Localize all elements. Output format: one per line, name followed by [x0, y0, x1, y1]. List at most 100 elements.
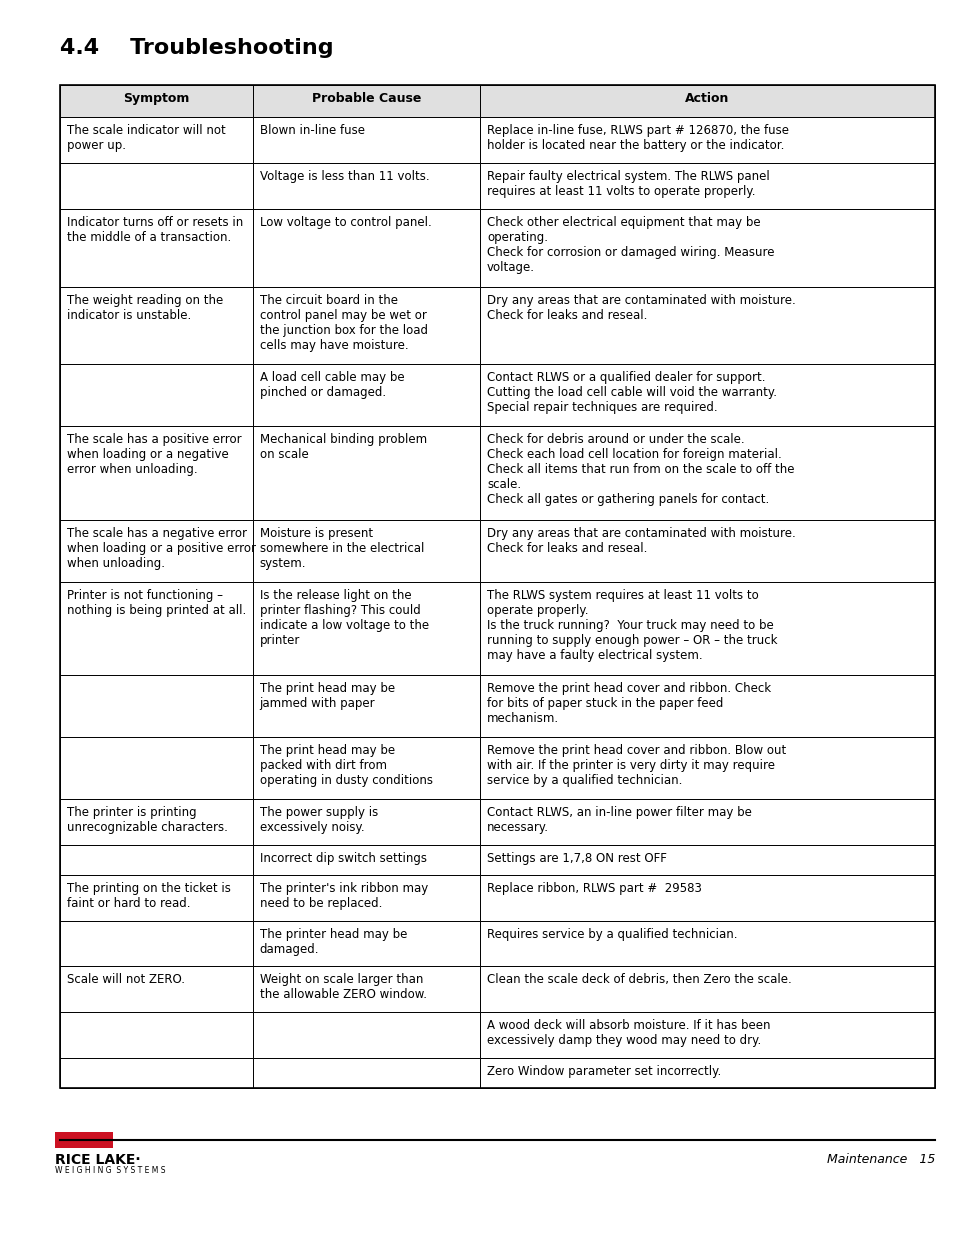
FancyBboxPatch shape	[60, 676, 253, 737]
FancyBboxPatch shape	[479, 287, 934, 364]
FancyBboxPatch shape	[479, 582, 934, 676]
FancyBboxPatch shape	[60, 520, 253, 582]
FancyBboxPatch shape	[60, 1058, 253, 1088]
Text: Mechanical binding problem
on scale: Mechanical binding problem on scale	[259, 433, 426, 461]
FancyBboxPatch shape	[253, 520, 479, 582]
Text: The scale has a positive error
when loading or a negative
error when unloading.: The scale has a positive error when load…	[67, 433, 241, 475]
FancyBboxPatch shape	[479, 737, 934, 799]
FancyBboxPatch shape	[479, 874, 934, 920]
Text: Requires service by a qualified technician.: Requires service by a qualified technici…	[486, 927, 737, 941]
Text: A wood deck will absorb moisture. If it has been
excessively damp they wood may : A wood deck will absorb moisture. If it …	[486, 1019, 770, 1047]
FancyBboxPatch shape	[60, 85, 253, 117]
FancyBboxPatch shape	[253, 874, 479, 920]
FancyBboxPatch shape	[479, 85, 934, 117]
FancyBboxPatch shape	[253, 209, 479, 287]
Text: The print head may be
jammed with paper: The print head may be jammed with paper	[259, 682, 395, 710]
FancyBboxPatch shape	[60, 967, 253, 1013]
Text: Maintenance   15: Maintenance 15	[825, 1153, 934, 1166]
Text: Weight on scale larger than
the allowable ZERO window.: Weight on scale larger than the allowabl…	[259, 973, 426, 1002]
FancyBboxPatch shape	[479, 920, 934, 967]
Text: Clean the scale deck of debris, then Zero the scale.: Clean the scale deck of debris, then Zer…	[486, 973, 791, 987]
FancyBboxPatch shape	[479, 1013, 934, 1058]
FancyBboxPatch shape	[253, 845, 479, 874]
FancyBboxPatch shape	[253, 117, 479, 163]
FancyBboxPatch shape	[60, 799, 253, 845]
FancyBboxPatch shape	[60, 920, 253, 967]
FancyBboxPatch shape	[253, 799, 479, 845]
FancyBboxPatch shape	[253, 287, 479, 364]
Text: W E I G H I N G  S Y S T E M S: W E I G H I N G S Y S T E M S	[55, 1166, 165, 1174]
FancyBboxPatch shape	[479, 520, 934, 582]
FancyBboxPatch shape	[60, 117, 253, 163]
Text: Symptom: Symptom	[123, 91, 190, 105]
FancyBboxPatch shape	[253, 85, 479, 117]
Text: Check other electrical equipment that may be
operating.
Check for corrosion or d: Check other electrical equipment that ma…	[486, 216, 774, 274]
Text: The scale indicator will not
power up.: The scale indicator will not power up.	[67, 124, 226, 152]
FancyBboxPatch shape	[479, 426, 934, 520]
FancyBboxPatch shape	[60, 287, 253, 364]
FancyBboxPatch shape	[253, 967, 479, 1013]
FancyBboxPatch shape	[60, 426, 253, 520]
Text: Printer is not functioning –
nothing is being printed at all.: Printer is not functioning – nothing is …	[67, 589, 246, 616]
FancyBboxPatch shape	[253, 737, 479, 799]
Text: Replace ribbon, RLWS part #  29583: Replace ribbon, RLWS part # 29583	[486, 882, 701, 894]
Text: Contact RLWS or a qualified dealer for support.
Cutting the load cell cable will: Contact RLWS or a qualified dealer for s…	[486, 372, 776, 414]
Text: Blown in-line fuse: Blown in-line fuse	[259, 124, 364, 137]
FancyBboxPatch shape	[60, 163, 253, 209]
FancyBboxPatch shape	[60, 364, 253, 426]
FancyBboxPatch shape	[253, 364, 479, 426]
Text: The RLWS system requires at least 11 volts to
operate properly.
Is the truck run: The RLWS system requires at least 11 vol…	[486, 589, 777, 662]
FancyBboxPatch shape	[253, 426, 479, 520]
Text: Action: Action	[684, 91, 729, 105]
FancyBboxPatch shape	[253, 163, 479, 209]
Text: RICE LAKE·: RICE LAKE·	[55, 1153, 140, 1167]
Text: The print head may be
packed with dirt from
operating in dusty conditions: The print head may be packed with dirt f…	[259, 743, 432, 787]
FancyBboxPatch shape	[479, 967, 934, 1013]
FancyBboxPatch shape	[479, 845, 934, 874]
Text: The circuit board in the
control panel may be wet or
the junction box for the lo: The circuit board in the control panel m…	[259, 294, 427, 352]
Text: Replace in-line fuse, RLWS part # 126870, the fuse
holder is located near the ba: Replace in-line fuse, RLWS part # 126870…	[486, 124, 788, 152]
Text: Low voltage to control panel.: Low voltage to control panel.	[259, 216, 431, 228]
FancyBboxPatch shape	[60, 737, 253, 799]
Text: Repair faulty electrical system. The RLWS panel
requires at least 11 volts to op: Repair faulty electrical system. The RLW…	[486, 170, 769, 198]
Text: The printer head may be
damaged.: The printer head may be damaged.	[259, 927, 406, 956]
FancyBboxPatch shape	[479, 163, 934, 209]
FancyBboxPatch shape	[60, 845, 253, 874]
Text: A load cell cable may be
pinched or damaged.: A load cell cable may be pinched or dama…	[259, 372, 404, 399]
FancyBboxPatch shape	[55, 1132, 112, 1149]
Text: Zero Window parameter set incorrectly.: Zero Window parameter set incorrectly.	[486, 1065, 720, 1078]
FancyBboxPatch shape	[253, 582, 479, 676]
Text: Remove the print head cover and ribbon. Blow out
with air. If the printer is ver: Remove the print head cover and ribbon. …	[486, 743, 785, 787]
Text: Probable Cause: Probable Cause	[312, 91, 420, 105]
FancyBboxPatch shape	[60, 209, 253, 287]
Text: 4.4    Troubleshooting: 4.4 Troubleshooting	[60, 38, 334, 58]
Text: The power supply is
excessively noisy.: The power supply is excessively noisy.	[259, 806, 377, 834]
Text: The printer is printing
unrecognizable characters.: The printer is printing unrecognizable c…	[67, 806, 228, 834]
FancyBboxPatch shape	[253, 676, 479, 737]
FancyBboxPatch shape	[479, 364, 934, 426]
Text: Dry any areas that are contaminated with moisture.
Check for leaks and reseal.: Dry any areas that are contaminated with…	[486, 527, 795, 555]
Text: Incorrect dip switch settings: Incorrect dip switch settings	[259, 852, 426, 864]
FancyBboxPatch shape	[479, 209, 934, 287]
FancyBboxPatch shape	[479, 799, 934, 845]
Text: The printer's ink ribbon may
need to be replaced.: The printer's ink ribbon may need to be …	[259, 882, 427, 910]
Text: The weight reading on the
indicator is unstable.: The weight reading on the indicator is u…	[67, 294, 223, 321]
FancyBboxPatch shape	[479, 1058, 934, 1088]
Text: Scale will not ZERO.: Scale will not ZERO.	[67, 973, 185, 987]
Text: Dry any areas that are contaminated with moisture.
Check for leaks and reseal.: Dry any areas that are contaminated with…	[486, 294, 795, 321]
FancyBboxPatch shape	[479, 117, 934, 163]
Text: Voltage is less than 11 volts.: Voltage is less than 11 volts.	[259, 170, 429, 183]
Text: Settings are 1,7,8 ON rest OFF: Settings are 1,7,8 ON rest OFF	[486, 852, 666, 864]
Text: Contact RLWS, an in-line power filter may be
necessary.: Contact RLWS, an in-line power filter ma…	[486, 806, 751, 834]
Text: Check for debris around or under the scale.
Check each load cell location for fo: Check for debris around or under the sca…	[486, 433, 794, 506]
FancyBboxPatch shape	[479, 676, 934, 737]
FancyBboxPatch shape	[60, 874, 253, 920]
Text: Is the release light on the
printer flashing? This could
indicate a low voltage : Is the release light on the printer flas…	[259, 589, 428, 647]
Text: The printing on the ticket is
faint or hard to read.: The printing on the ticket is faint or h…	[67, 882, 231, 910]
Text: Moisture is present
somewhere in the electrical
system.: Moisture is present somewhere in the ele…	[259, 527, 423, 569]
Text: Remove the print head cover and ribbon. Check
for bits of paper stuck in the pap: Remove the print head cover and ribbon. …	[486, 682, 770, 725]
Text: Indicator turns off or resets in
the middle of a transaction.: Indicator turns off or resets in the mid…	[67, 216, 243, 243]
FancyBboxPatch shape	[60, 1013, 253, 1058]
FancyBboxPatch shape	[253, 1013, 479, 1058]
FancyBboxPatch shape	[253, 1058, 479, 1088]
